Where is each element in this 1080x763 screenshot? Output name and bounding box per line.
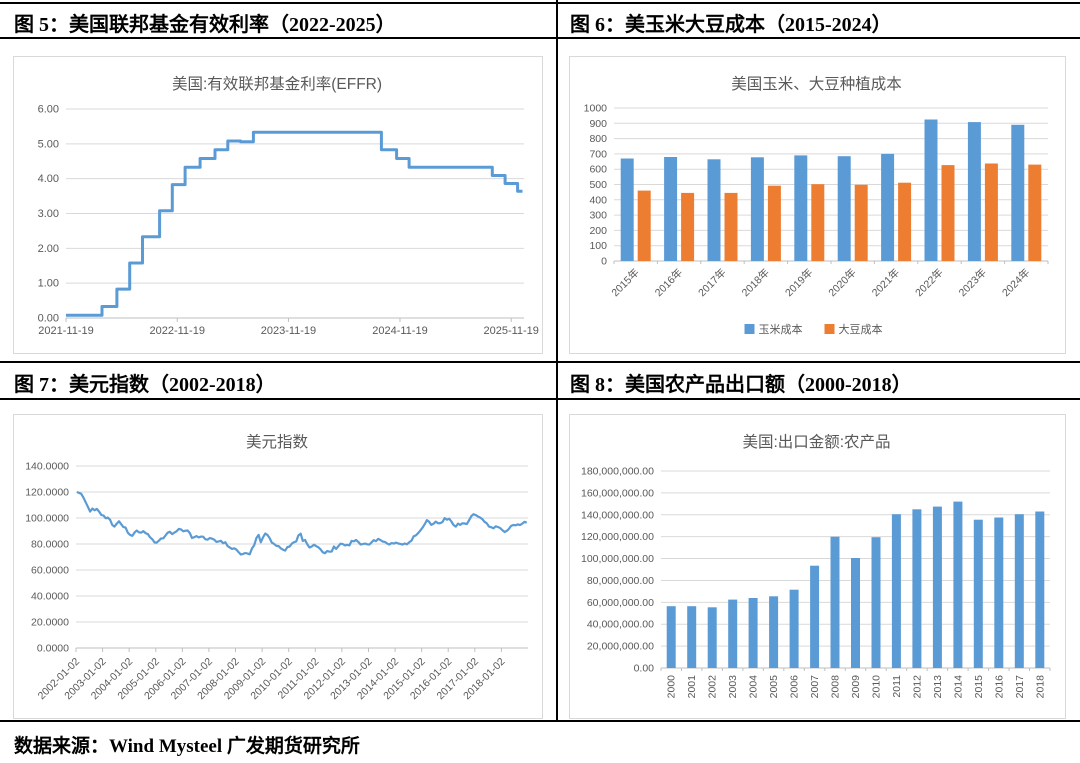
rule-above-titles-row2 (0, 361, 1080, 363)
svg-text:0: 0 (601, 256, 607, 268)
svg-text:500: 500 (589, 179, 607, 191)
svg-text:大豆成本: 大豆成本 (839, 322, 883, 336)
svg-text:2014: 2014 (952, 675, 964, 699)
rule-top (0, 2, 1080, 4)
svg-text:80,000,000.00: 80,000,000.00 (587, 575, 654, 587)
panel-title-fig5: 图 5：美国联邦基金有效利率（2022-2025） (14, 14, 396, 36)
svg-text:2015: 2015 (973, 675, 985, 699)
svg-text:2001: 2001 (686, 675, 698, 699)
svg-text:2021年: 2021年 (869, 266, 902, 299)
svg-text:100: 100 (589, 240, 607, 252)
svg-text:3.00: 3.00 (38, 208, 59, 220)
svg-text:2002: 2002 (707, 675, 719, 699)
svg-text:2017年: 2017年 (695, 266, 728, 299)
svg-text:120,000,000.00: 120,000,000.00 (581, 531, 654, 543)
svg-text:0.00: 0.00 (38, 313, 59, 325)
svg-text:玉米成本: 玉米成本 (759, 322, 803, 336)
svg-text:2019年: 2019年 (782, 266, 815, 299)
svg-text:美国:出口金额:农产品: 美国:出口金额:农产品 (742, 433, 890, 451)
svg-text:5.00: 5.00 (38, 138, 59, 150)
svg-text:美国:有效联邦基金利率(EFFR): 美国:有效联邦基金利率(EFFR) (172, 75, 382, 93)
svg-text:2016: 2016 (993, 675, 1005, 699)
svg-text:120.0000: 120.0000 (25, 487, 69, 499)
svg-text:900: 900 (589, 118, 607, 130)
svg-text:0.00: 0.00 (634, 663, 655, 675)
svg-text:2024年: 2024年 (999, 266, 1032, 299)
svg-text:180,000,000.00: 180,000,000.00 (581, 466, 654, 478)
svg-text:2009: 2009 (850, 675, 862, 699)
svg-text:2022年: 2022年 (912, 266, 945, 299)
chart-box-agri-export: 美国:出口金额:农产品 0.00 20,000,000.00 40,000,000.0… (569, 414, 1066, 719)
svg-text:200: 200 (589, 225, 607, 237)
svg-text:800: 800 (589, 133, 607, 145)
chart-box-dollar-index: 美元指数 0.0000 20.0000 40.0000 60.0000 80.0000 10… (13, 414, 543, 719)
svg-text:2006: 2006 (789, 675, 801, 699)
svg-text:2021-11-19: 2021-11-19 (38, 325, 93, 337)
chart-box-effr: 美国:有效联邦基金利率(EFFR) 0.00 1.00 2.00 3.00 4.00 5.0… (13, 56, 543, 354)
svg-text:700: 700 (589, 148, 607, 160)
svg-text:2016年: 2016年 (652, 266, 685, 299)
svg-text:2.00: 2.00 (38, 243, 59, 255)
svg-text:0.0000: 0.0000 (37, 643, 69, 655)
svg-text:1000: 1000 (584, 103, 608, 115)
svg-text:2018年: 2018年 (739, 266, 772, 299)
rule-under-titles-row2 (0, 398, 1080, 400)
svg-text:2023-11-19: 2023-11-19 (261, 325, 316, 337)
rule-above-footer (0, 720, 1080, 722)
svg-text:2012: 2012 (911, 675, 923, 699)
svg-text:2005: 2005 (768, 675, 780, 699)
svg-text:40.0000: 40.0000 (31, 591, 69, 603)
svg-text:2022-11-19: 2022-11-19 (149, 325, 204, 337)
svg-text:2003: 2003 (727, 675, 739, 699)
panel-title-fig6: 图 6：美玉米大豆成本（2015-2024） (570, 14, 892, 36)
svg-text:2024-11-19: 2024-11-19 (372, 325, 427, 337)
svg-text:160,000,000.00: 160,000,000.00 (581, 487, 654, 499)
us-agri-export-bar-chart: 美国:出口金额:农产品 0.00 20,000,000.00 40,000,000.0… (581, 433, 1051, 699)
panel-title-fig8: 图 8：美国农产品出口额（2000-2018） (570, 374, 912, 396)
corn-soybean-cost-bar-chart: 美国玉米、大豆种植成本 0 100 200 300 400 500 600 700 800 900 1… (584, 75, 1049, 336)
svg-text:300: 300 (589, 210, 607, 222)
svg-text:20,000,000.00: 20,000,000.00 (587, 641, 654, 653)
svg-text:2018: 2018 (1034, 675, 1046, 699)
svg-text:60,000,000.00: 60,000,000.00 (587, 597, 654, 609)
svg-text:2013: 2013 (932, 675, 944, 699)
svg-text:2020年: 2020年 (826, 266, 859, 299)
svg-text:80.0000: 80.0000 (31, 539, 69, 551)
svg-text:2010: 2010 (870, 675, 882, 699)
panel-title-fig7: 图 7：美元指数（2002-2018） (14, 374, 276, 396)
svg-text:400: 400 (589, 194, 607, 206)
rule-under-titles-row1 (0, 37, 1080, 39)
svg-text:2000: 2000 (666, 675, 678, 699)
svg-text:2023年: 2023年 (956, 266, 989, 299)
svg-text:100.0000: 100.0000 (25, 513, 69, 525)
svg-text:2017: 2017 (1014, 675, 1026, 699)
svg-text:60.0000: 60.0000 (31, 565, 69, 577)
svg-text:2004: 2004 (748, 675, 760, 699)
effr-step-line-chart: 美国:有效联邦基金利率(EFFR) 0.00 1.00 2.00 3.00 4.00 5.0… (38, 75, 539, 337)
svg-text:2025-11-19: 2025-11-19 (483, 325, 538, 337)
svg-text:6.00: 6.00 (38, 104, 59, 116)
rule-column-divider (556, 0, 558, 720)
svg-text:140.0000: 140.0000 (25, 461, 69, 473)
svg-text:40,000,000.00: 40,000,000.00 (587, 619, 654, 631)
svg-text:4.00: 4.00 (38, 173, 59, 185)
svg-text:美国玉米、大豆种植成本: 美国玉米、大豆种植成本 (731, 75, 902, 93)
dollar-index-line-chart: 美元指数 0.0000 20.0000 40.0000 60.0000 80.0000 10… (25, 433, 528, 702)
svg-text:600: 600 (589, 164, 607, 176)
svg-text:2008: 2008 (830, 675, 842, 699)
svg-text:2011: 2011 (891, 675, 903, 698)
svg-text:20.0000: 20.0000 (31, 617, 69, 629)
svg-text:美元指数: 美元指数 (246, 433, 309, 451)
svg-text:2007: 2007 (809, 675, 821, 699)
svg-text:1.00: 1.00 (38, 278, 59, 290)
svg-text:140,000,000.00: 140,000,000.00 (581, 509, 654, 521)
data-source-note: 数据来源：Wind Mysteel 广发期货研究所 (14, 736, 360, 757)
chart-box-corn-soybean-cost: 美国玉米、大豆种植成本 0 100 200 300 400 500 600 700 800 900 1… (569, 56, 1066, 354)
svg-text:100,000,000.00: 100,000,000.00 (581, 553, 654, 565)
svg-text:2015年: 2015年 (609, 266, 642, 299)
